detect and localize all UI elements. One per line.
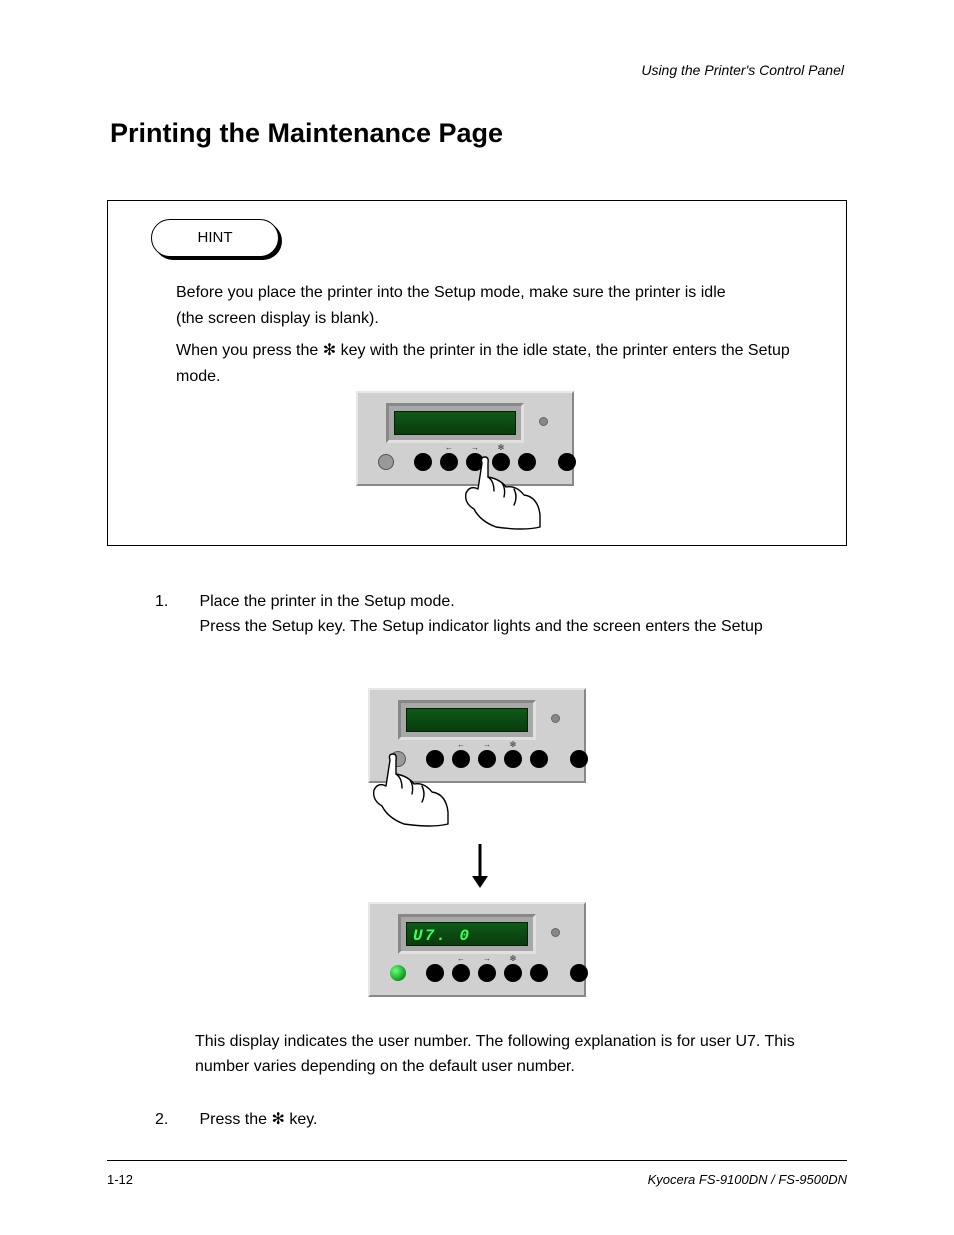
footer-divider xyxy=(107,1160,847,1161)
panel3-setup-button-lit[interactable] xyxy=(390,965,406,981)
panel2-led xyxy=(551,714,560,723)
panel3-btn-star[interactable]: ✻ xyxy=(504,964,522,982)
panel3-btn-6[interactable] xyxy=(570,964,588,982)
panel2-btn-left[interactable]: ← xyxy=(452,750,470,768)
step-2-text-a: Press the xyxy=(199,1111,271,1128)
hint-line2b: key with the printer in the idle state, … xyxy=(336,342,790,359)
lcd-display-text: U7. 0 xyxy=(407,927,527,945)
panel3-led xyxy=(551,928,560,937)
header-title: Using the Printer's Control Panel xyxy=(641,62,844,78)
hand-icon-1 xyxy=(454,455,544,533)
panel1-btn-1[interactable] xyxy=(414,453,432,471)
printer-panel-3: U7. 0 ← → ✻ xyxy=(368,902,586,997)
step-1: 1. Place the printer in the Setup mode. … xyxy=(155,590,839,640)
step-2-number: 2. xyxy=(155,1108,195,1133)
section-title: Printing the Maintenance Page xyxy=(110,118,503,149)
hint-box: HINT Before you place the printer into t… xyxy=(107,200,847,546)
hint-badge: HINT xyxy=(151,219,279,257)
star-icon-3: ✻ xyxy=(510,954,517,963)
lcd-screen-3: U7. 0 xyxy=(406,922,528,946)
panel1-led xyxy=(539,417,548,426)
right-arrow-icon-2: → xyxy=(483,740,491,749)
step-1-line1: Place the printer in the Setup mode. xyxy=(199,593,454,610)
hand-icon-2 xyxy=(362,752,452,830)
left-arrow-icon-3: ← xyxy=(457,954,465,963)
step-1-line2: Press the Setup key. The Setup indicator… xyxy=(199,618,762,635)
footer-product: Kyocera FS-9100DN / FS-9500DN xyxy=(648,1172,847,1187)
left-arrow-icon-2: ← xyxy=(457,740,465,749)
panel3-btn-left[interactable]: ← xyxy=(452,964,470,982)
right-arrow-icon-3: → xyxy=(483,954,491,963)
step-2: 2. Press the ✻ key. xyxy=(155,1108,839,1133)
hint-line1a: Before you place the printer into the Se… xyxy=(176,284,726,301)
hint-line2c: mode. xyxy=(176,368,220,385)
panel3-btn-5[interactable] xyxy=(530,964,548,982)
panel2-btn-6[interactable] xyxy=(570,750,588,768)
step-1-number: 1. xyxy=(155,590,195,615)
arrow-down-icon xyxy=(470,842,490,890)
left-arrow-icon: ← xyxy=(445,443,453,452)
step-2-text-b: key. xyxy=(285,1111,318,1128)
panel1-setup-button[interactable] xyxy=(378,454,394,470)
star-icon-2: ✻ xyxy=(510,740,517,749)
panel3-btn-right[interactable]: → xyxy=(478,964,496,982)
lcd-frame-2 xyxy=(398,700,536,740)
hint-key: ✻ xyxy=(323,342,336,359)
hint-line2a: When you press the xyxy=(176,342,323,359)
panel2-btn-star[interactable]: ✻ xyxy=(504,750,522,768)
lcd-frame-3: U7. 0 xyxy=(398,914,536,954)
panel3-btn-1[interactable] xyxy=(426,964,444,982)
panel2-btn-right[interactable]: → xyxy=(478,750,496,768)
footer-page-number: 1-12 xyxy=(107,1172,133,1187)
right-arrow-icon: → xyxy=(471,443,479,452)
star-icon: ✻ xyxy=(498,443,505,452)
lcd-frame-1 xyxy=(386,403,524,443)
panel2-btn-5[interactable] xyxy=(530,750,548,768)
body-paragraph-1: This display indicates the user number. … xyxy=(195,1030,845,1080)
panel1-btn-6[interactable] xyxy=(558,453,576,471)
lcd-screen-1 xyxy=(394,411,516,435)
lcd-screen-2 xyxy=(406,708,528,732)
hint-text: Before you place the printer into the Se… xyxy=(176,281,796,391)
step-2-key: ✻ xyxy=(271,1111,284,1128)
hint-line1b: (the screen display is blank). xyxy=(176,310,379,327)
